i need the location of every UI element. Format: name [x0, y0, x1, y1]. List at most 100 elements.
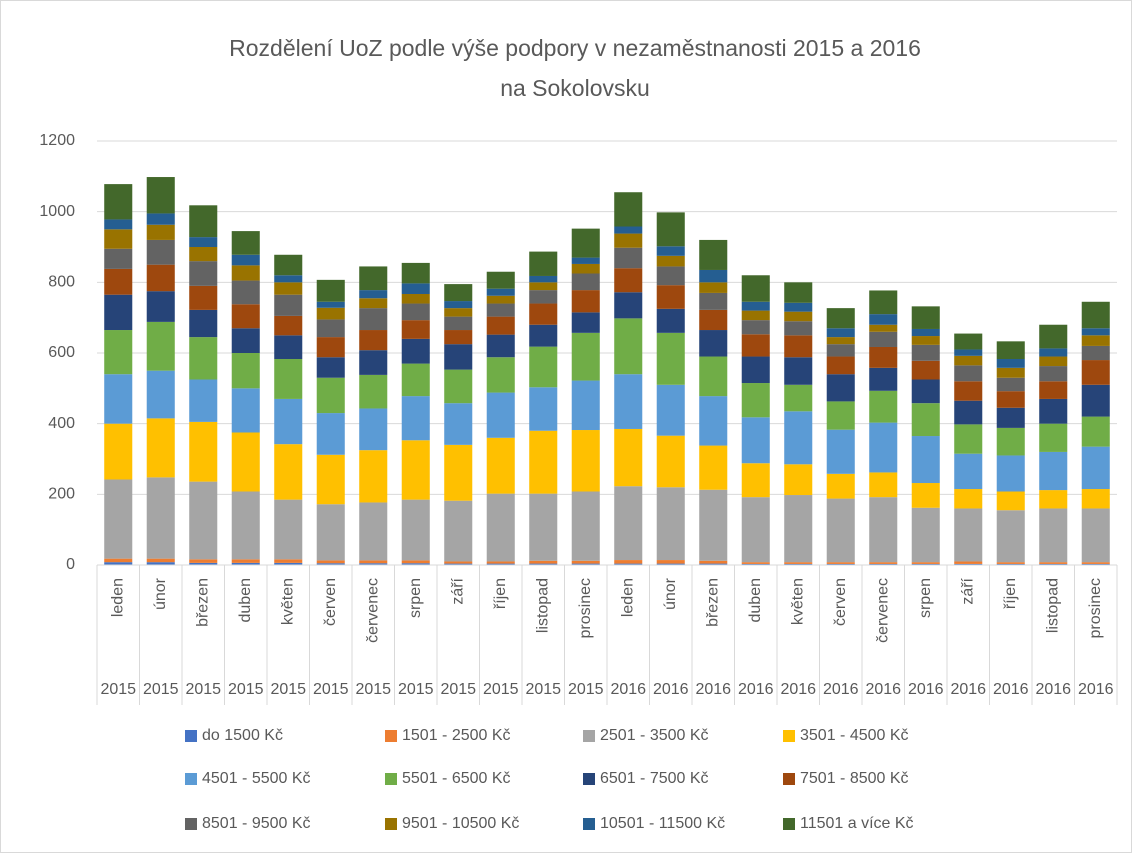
bar-segment: [869, 497, 898, 563]
legend-label: 2501 - 3500 Kč: [600, 727, 709, 744]
bar-segment: [869, 472, 898, 498]
bar-segment: [104, 184, 133, 220]
bar-segment: [359, 408, 388, 451]
bar-segment: [189, 309, 218, 338]
bar-segment: [614, 247, 643, 269]
bar-segment: [359, 308, 388, 331]
bar-segment: [826, 429, 855, 474]
bar-segment: [486, 357, 515, 393]
bar-segment: [911, 344, 940, 361]
bar-segment: [954, 365, 983, 382]
bar-segment: [146, 477, 175, 559]
bar-segment: [274, 315, 303, 336]
bar-segment: [826, 562, 855, 564]
bar-segment: [486, 303, 515, 317]
bar-segment: [274, 444, 303, 500]
y-tick-label: 1200: [39, 132, 75, 149]
bar-segment: [529, 563, 558, 565]
x-tick-label: červen: [832, 578, 849, 626]
bar-segment: [231, 559, 260, 563]
bar-segment: [954, 349, 983, 356]
bar-segment: [741, 356, 770, 384]
legend-swatch: [185, 730, 197, 742]
bar-segment: [741, 301, 770, 311]
bar-segment: [741, 334, 770, 357]
bar-segment: [571, 430, 600, 492]
bar-segment: [954, 563, 983, 565]
bar-segment: [231, 388, 260, 433]
chart-title: Rozdělení UoZ podle výše podpory v nezam…: [229, 35, 921, 61]
bar-segment: [274, 359, 303, 399]
bar-segment: [911, 507, 940, 563]
bar-segment: [954, 355, 983, 366]
bar-segment: [486, 295, 515, 304]
bar-segment: [869, 346, 898, 368]
bar-segment: [699, 292, 728, 310]
bar-segment: [911, 328, 940, 337]
bar-segment: [699, 356, 728, 397]
bar-segment: [911, 360, 940, 380]
bar-segment: [1081, 508, 1110, 563]
bar-segment: [911, 483, 940, 508]
bar-segment: [741, 310, 770, 321]
bar-segment: [444, 330, 473, 345]
bar-segment: [1081, 328, 1110, 336]
bar-segment: [741, 275, 770, 302]
bar-segment: [571, 228, 600, 258]
bar-segment: [1039, 324, 1068, 349]
bar-segment: [104, 229, 133, 249]
bar-segment: [316, 560, 345, 564]
bar-segment: [146, 370, 175, 419]
group-label: 2015: [568, 681, 604, 698]
bar-segment: [571, 563, 600, 565]
bar-segment: [359, 560, 388, 564]
bar-segment: [784, 495, 813, 563]
legend-label: 1501 - 2500 Kč: [402, 727, 511, 744]
bar-segment: [571, 257, 600, 264]
bar-segment: [274, 499, 303, 560]
x-tick-label: květen: [789, 578, 806, 625]
bar-segment: [784, 384, 813, 412]
bar-segment: [911, 306, 940, 329]
bar-segment: [826, 473, 855, 499]
bar-segment: [529, 251, 558, 276]
bar-segment: [146, 224, 175, 240]
x-tick-label: duben: [747, 578, 764, 623]
bar-segment: [189, 237, 218, 247]
bar-segment: [614, 428, 643, 487]
bar-segment: [316, 454, 345, 505]
bar-segment: [104, 423, 133, 480]
y-tick-label: 400: [48, 415, 75, 432]
bar-segment: [486, 334, 515, 358]
bar-segment: [699, 309, 728, 331]
bar-segment: [869, 290, 898, 315]
bar-segment: [401, 283, 430, 294]
bar-segment: [741, 417, 770, 464]
bar-segment: [1081, 360, 1110, 385]
bar-segment: [996, 455, 1025, 492]
bar-segment: [571, 380, 600, 431]
bar-segment: [784, 563, 813, 565]
bar-segment: [529, 346, 558, 388]
legend-label: 8501 - 9500 Kč: [202, 815, 311, 832]
bar-segment: [529, 493, 558, 561]
group-label: 2015: [313, 681, 349, 698]
bar-segment: [274, 562, 303, 565]
legend-swatch: [385, 818, 397, 830]
bar-segment: [359, 266, 388, 291]
bar-segment: [826, 344, 855, 357]
bar-segment: [231, 231, 260, 255]
bar-segment: [954, 381, 983, 401]
bar-segment: [189, 559, 218, 563]
bar-segment: [1081, 446, 1110, 490]
chart-title: na Sokolovsku: [500, 75, 650, 101]
bar-segment: [274, 398, 303, 445]
bar-segment: [401, 560, 430, 564]
bar-segment: [274, 275, 303, 283]
bar-segment: [146, 213, 175, 225]
bar-segment: [614, 318, 643, 375]
bar-segment: [869, 367, 898, 391]
bar-segment: [189, 379, 218, 422]
bar-segment: [486, 561, 515, 564]
